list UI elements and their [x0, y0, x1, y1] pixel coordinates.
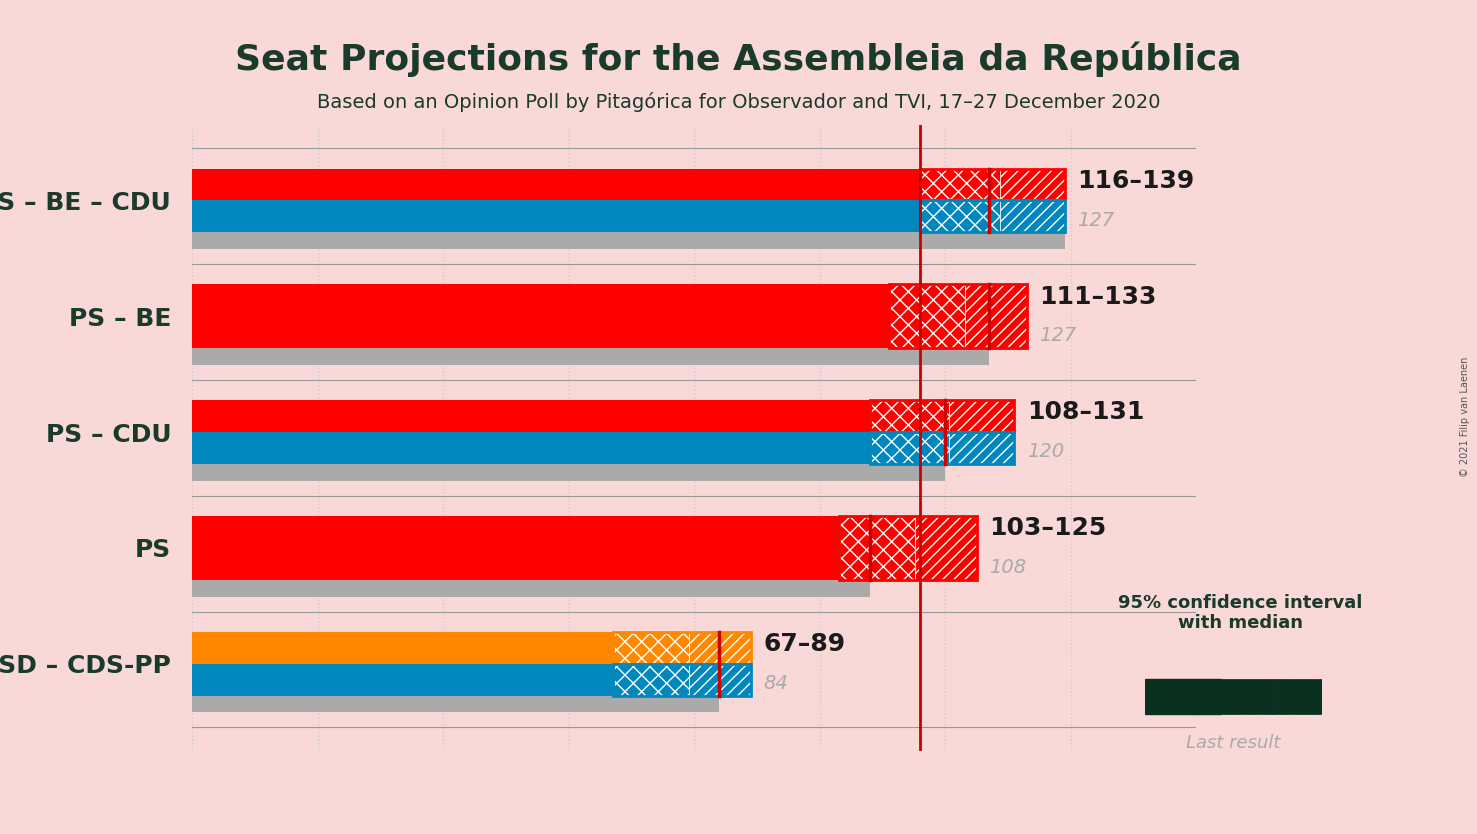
Text: 127: 127: [1040, 326, 1077, 345]
Bar: [964, 284, 1027, 348]
Bar: [889, 284, 1027, 348]
Text: 108: 108: [990, 558, 1027, 577]
Bar: [1000, 168, 1065, 200]
Bar: [192, 229, 1065, 249]
Text: Based on an Opinion Poll by Pitagórica for Observador and TVI, 17–27 December 20: Based on an Opinion Poll by Pitagórica f…: [316, 92, 1161, 112]
Bar: [1221, 679, 1272, 714]
Bar: [192, 632, 613, 664]
Bar: [192, 168, 920, 200]
Text: 120: 120: [1027, 442, 1063, 461]
Bar: [920, 168, 1000, 200]
Bar: [192, 200, 920, 232]
Bar: [192, 400, 870, 432]
Bar: [688, 632, 750, 664]
Bar: [839, 516, 976, 580]
Bar: [192, 460, 945, 480]
Bar: [688, 664, 750, 696]
Bar: [950, 432, 1015, 464]
Text: 127: 127: [1077, 210, 1114, 229]
Bar: [613, 664, 750, 696]
Bar: [192, 432, 870, 464]
Text: 84: 84: [764, 674, 789, 693]
Bar: [613, 664, 688, 696]
Text: 67–89: 67–89: [764, 632, 845, 656]
Bar: [950, 400, 1015, 432]
Bar: [920, 200, 1065, 232]
Bar: [914, 516, 976, 580]
Text: 108–131: 108–131: [1027, 400, 1145, 425]
Bar: [839, 516, 914, 580]
Bar: [192, 344, 990, 365]
Bar: [613, 632, 750, 664]
Bar: [920, 168, 1065, 200]
Bar: [1145, 679, 1221, 714]
Bar: [870, 432, 950, 464]
Text: © 2021 Filip van Laenen: © 2021 Filip van Laenen: [1459, 357, 1470, 477]
Bar: [192, 575, 870, 596]
Bar: [192, 284, 889, 348]
Text: 103–125: 103–125: [990, 516, 1106, 540]
Bar: [920, 200, 1000, 232]
Bar: [613, 632, 688, 664]
Bar: [870, 432, 1015, 464]
Bar: [1272, 679, 1322, 714]
Text: 116–139: 116–139: [1077, 168, 1195, 193]
Text: Last result: Last result: [1186, 734, 1281, 752]
Bar: [192, 691, 719, 712]
Bar: [192, 664, 613, 696]
Bar: [870, 400, 1015, 432]
Bar: [192, 516, 839, 580]
Text: 95% confidence interval
with median: 95% confidence interval with median: [1118, 594, 1363, 632]
Bar: [1000, 200, 1065, 232]
Bar: [889, 284, 964, 348]
Bar: [870, 400, 950, 432]
Text: Seat Projections for the Assembleia da República: Seat Projections for the Assembleia da R…: [235, 42, 1242, 78]
Text: 111–133: 111–133: [1040, 284, 1156, 309]
